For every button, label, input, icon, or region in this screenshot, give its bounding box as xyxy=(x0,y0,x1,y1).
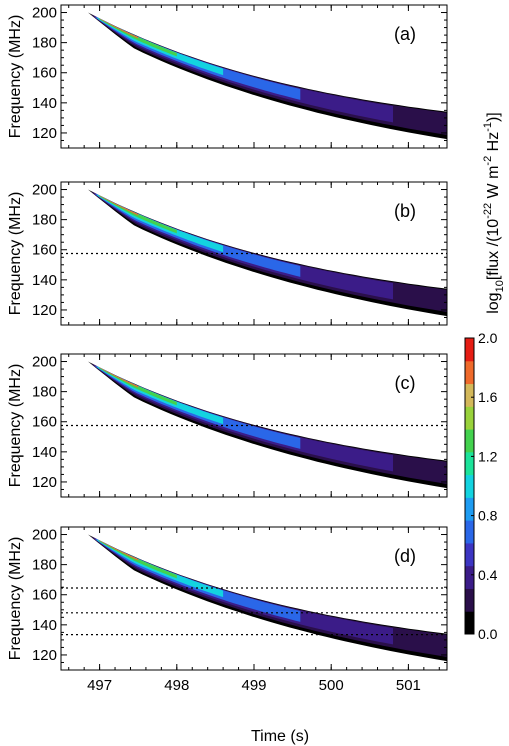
panel-c: 120 140 160 180 200 (c) Frequency (MHz) xyxy=(7,353,448,498)
x-tick-label: 501 xyxy=(396,677,421,694)
colorbar-segment xyxy=(465,429,474,453)
panel-label: (a) xyxy=(394,24,416,44)
burst-contour-level-2 xyxy=(94,15,393,123)
panel-label: (b) xyxy=(394,201,416,221)
burst-contour-level-3 xyxy=(95,365,301,449)
colorbar-tick-label: 1.6 xyxy=(478,389,498,405)
panel-label: (d) xyxy=(394,546,416,566)
colorbar-segment xyxy=(465,565,474,589)
y-tick-label: 180 xyxy=(32,35,57,52)
colorbar-segment xyxy=(465,542,474,567)
colorbar-segment xyxy=(465,383,474,407)
y-tick-label: 200 xyxy=(32,527,57,544)
colorbar-segment xyxy=(465,611,474,635)
colorbar-segment xyxy=(465,588,474,612)
y-tick-label: 180 xyxy=(32,212,57,229)
colorbar-tick-label: 0.0 xyxy=(478,626,498,642)
y-tick-label: 160 xyxy=(32,242,57,259)
burst-contour-level-4 xyxy=(97,539,224,598)
colorbar-segment xyxy=(465,474,474,498)
colorbar-frame xyxy=(464,337,475,635)
panel-a: 120 140 160 180 200 (a) Frequency (MHz) xyxy=(7,4,448,149)
y-tick-label: 160 xyxy=(32,65,57,82)
y-tick-label: 120 xyxy=(32,302,57,319)
colorbar-title: log10[flux /(10-22 W m-2 Hz-1)] xyxy=(482,112,506,314)
y-tick-label: 180 xyxy=(32,384,57,401)
burst-emission xyxy=(88,189,447,317)
burst-contour-level-3 xyxy=(95,16,301,100)
colorbar-tick-label: 2.0 xyxy=(478,330,498,346)
x-tick-label: 498 xyxy=(164,677,189,694)
panel-d: 120 140 160 180 200 (d) Frequency (MHz) 497 498 4… xyxy=(7,526,448,694)
burst-contour-level-2 xyxy=(94,192,393,300)
y-tick-label: 120 xyxy=(32,125,57,142)
y-tick-label: 200 xyxy=(32,182,57,199)
svg-text:log10[flux /(10-22 W m-2 Hz-1): log10[flux /(10-22 W m-2 Hz-1)] xyxy=(482,112,506,314)
burst-emission xyxy=(88,361,447,489)
burst-emission xyxy=(88,12,447,140)
x-axis-title: Time (s) xyxy=(251,728,309,745)
burst-contour-level-6 xyxy=(99,540,139,561)
colorbar-segment xyxy=(465,360,474,385)
y-axis-title: Frequency (MHz) xyxy=(7,364,24,488)
y-tick-label: 140 xyxy=(32,95,57,112)
colorbar-segment xyxy=(465,520,474,544)
y-tick-label: 160 xyxy=(32,414,57,431)
burst-contour-level-2 xyxy=(94,537,393,645)
burst-contour-level-6 xyxy=(99,367,139,388)
x-tick-label: 500 xyxy=(319,677,344,694)
y-axis-title: Frequency (MHz) xyxy=(7,15,24,139)
y-tick-label: 160 xyxy=(32,587,57,604)
y-tick-label: 140 xyxy=(32,444,57,461)
colorbar-tick-label: 0.8 xyxy=(478,508,498,524)
y-tick-label: 140 xyxy=(32,617,57,634)
burst-contour-level-2 xyxy=(94,364,393,472)
panel-b: 120 140 160 180 200 (b) Frequency (MHz) xyxy=(7,181,448,326)
burst-contour-level-4 xyxy=(97,194,224,253)
burst-contour-level-4 xyxy=(97,17,224,76)
burst-contour-level-6 xyxy=(99,18,139,39)
burst-contour-level-4 xyxy=(97,366,224,425)
panel-label: (c) xyxy=(395,373,416,393)
y-tick-label: 120 xyxy=(32,647,57,664)
burst-contour-level-3 xyxy=(95,193,301,277)
y-tick-label: 180 xyxy=(32,557,57,574)
y-axis-title: Frequency (MHz) xyxy=(7,537,24,661)
x-axis: Time (s) xyxy=(251,728,309,745)
burst-contour-level-6 xyxy=(99,195,139,216)
colorbar-segment xyxy=(465,451,474,476)
y-tick-label: 140 xyxy=(32,272,57,289)
x-tick-label: 497 xyxy=(87,677,112,694)
y-axis-title: Frequency (MHz) xyxy=(7,192,24,316)
colorbar-segment xyxy=(465,338,474,362)
colorbar: 0.0 0.4 0.8 1.2 1.6 2.0 xyxy=(464,330,498,642)
colorbar-tick-label: 0.4 xyxy=(478,567,498,583)
y-tick-label: 200 xyxy=(32,5,57,22)
y-tick-label: 200 xyxy=(32,354,57,371)
y-tick-label: 120 xyxy=(32,474,57,491)
burst-contour-level-3 xyxy=(95,538,301,622)
colorbar-segment xyxy=(465,406,474,430)
x-tick-label: 499 xyxy=(241,677,266,694)
colorbar-segment xyxy=(465,497,474,521)
burst-emission xyxy=(88,534,447,662)
colorbar-tick-label: 1.2 xyxy=(478,448,498,464)
